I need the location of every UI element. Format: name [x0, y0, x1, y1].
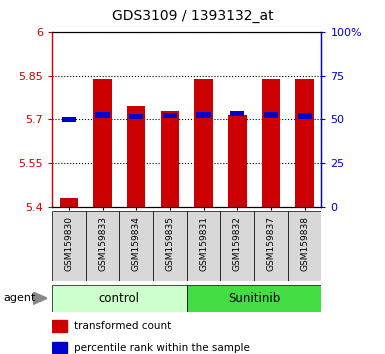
Text: GSM159834: GSM159834	[132, 216, 141, 271]
Text: GSM159832: GSM159832	[233, 216, 242, 271]
Bar	[127, 106, 146, 207]
Text: agent: agent	[4, 293, 36, 303]
Text: GDS3109 / 1393132_at: GDS3109 / 1393132_at	[112, 9, 273, 23]
Text: GSM159830: GSM159830	[64, 216, 73, 271]
Bar	[295, 79, 314, 207]
Bar	[52, 285, 187, 312]
Text: Sunitinib: Sunitinib	[228, 292, 280, 305]
Bar	[95, 113, 110, 118]
Text: GSM159838: GSM159838	[300, 216, 309, 271]
Bar	[187, 285, 321, 312]
Polygon shape	[33, 292, 47, 304]
Bar	[161, 111, 179, 207]
Bar	[52, 211, 85, 281]
Text: transformed count: transformed count	[74, 321, 171, 331]
Bar	[196, 113, 211, 118]
Bar	[288, 211, 321, 281]
Bar	[52, 342, 67, 353]
Bar	[228, 115, 246, 207]
Text: GSM159835: GSM159835	[166, 216, 174, 271]
Text: GSM159831: GSM159831	[199, 216, 208, 271]
Bar	[153, 211, 187, 281]
Text: control: control	[99, 292, 140, 305]
Bar	[220, 211, 254, 281]
Bar	[254, 211, 288, 281]
Bar	[119, 211, 153, 281]
Bar	[60, 198, 78, 207]
Text: GSM159833: GSM159833	[98, 216, 107, 271]
Bar	[230, 111, 244, 116]
Bar	[163, 113, 177, 118]
Bar	[52, 320, 67, 332]
Bar	[93, 79, 112, 207]
Bar	[187, 211, 220, 281]
Bar	[264, 113, 278, 118]
Bar	[62, 117, 76, 122]
Bar	[85, 211, 119, 281]
Text: GSM159837: GSM159837	[266, 216, 275, 271]
Bar	[262, 79, 280, 207]
Text: percentile rank within the sample: percentile rank within the sample	[74, 343, 249, 353]
Bar	[298, 113, 312, 119]
Bar	[129, 114, 143, 119]
Bar	[194, 79, 213, 207]
